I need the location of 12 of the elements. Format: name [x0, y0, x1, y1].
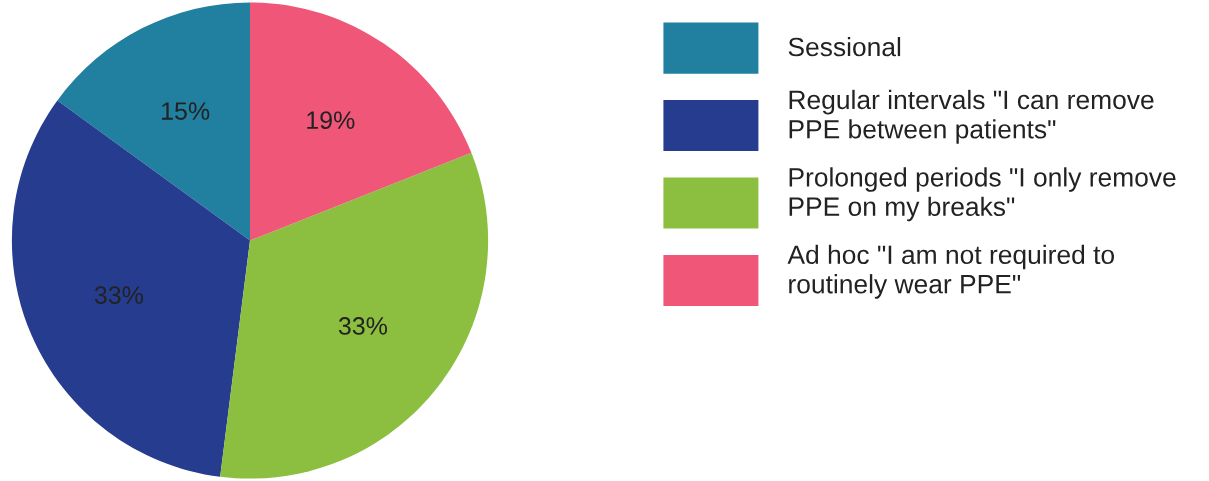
data-label: 33% — [338, 317, 388, 335]
legend-label: Ad hoc "I am not required to routinely wear PPE" — [787, 244, 1115, 299]
pie-slice — [57, 2, 250, 241]
data-label: 33% — [94, 286, 144, 304]
pie-slice — [250, 2, 472, 241]
legend-label: Sessional — [788, 36, 901, 57]
legend-label: Prolonged periods "I only remove PPE on my breaks" — [789, 167, 1176, 222]
data-label: 15% — [162, 102, 210, 120]
pie-slice — [11, 100, 250, 477]
legend-label: Regular intervals "I can remove PPE between patients" — [789, 89, 1154, 144]
data-label: 19% — [307, 111, 355, 130]
pie-slice — [220, 152, 489, 479]
